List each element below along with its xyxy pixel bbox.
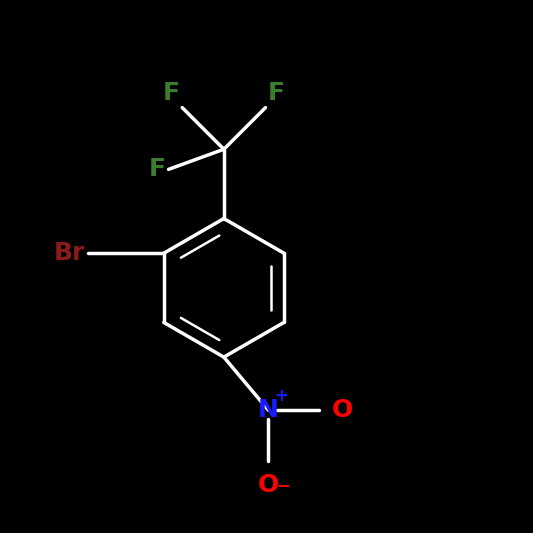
- Text: F: F: [163, 81, 180, 105]
- Text: O: O: [332, 398, 353, 422]
- Text: F: F: [268, 81, 285, 105]
- Text: F: F: [149, 157, 166, 181]
- Text: +: +: [274, 387, 288, 405]
- Text: O: O: [258, 473, 279, 497]
- Text: N: N: [258, 398, 279, 422]
- Text: −: −: [277, 476, 290, 494]
- Text: Br: Br: [54, 241, 85, 265]
